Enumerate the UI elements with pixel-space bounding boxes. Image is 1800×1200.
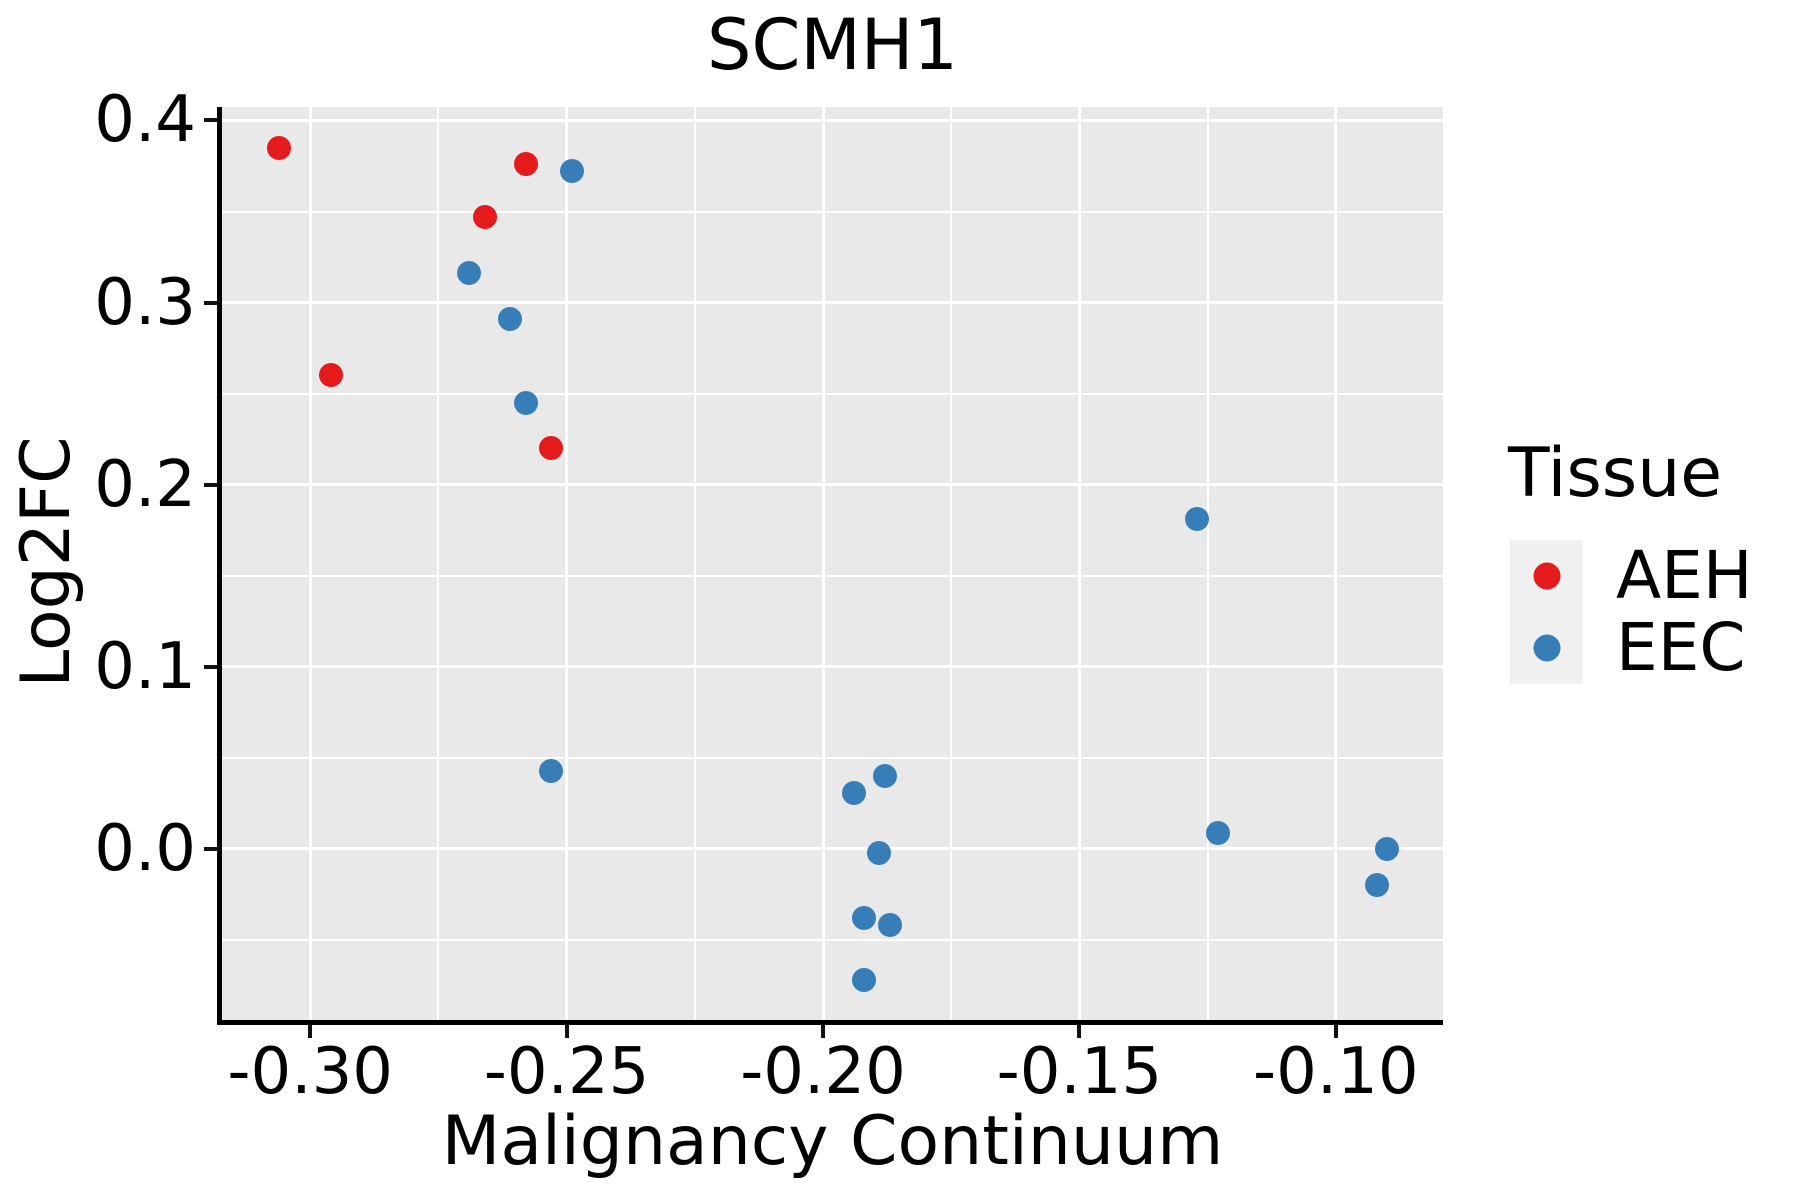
y-axis-tick (204, 846, 217, 851)
x-axis-tick (821, 1025, 825, 1038)
data-point-eec (539, 758, 564, 783)
y-axis-tick (204, 118, 217, 123)
x-tick-label: -0.20 (740, 1035, 906, 1109)
gridline-y-major (222, 301, 1443, 305)
data-point-eec (1185, 507, 1210, 532)
gridline-y-major (222, 118, 1443, 122)
data-point-eec (867, 840, 892, 865)
plot-title: SCMH1 (707, 4, 958, 86)
gridline-y-major (222, 665, 1443, 669)
legend-title: Tissue (1508, 434, 1723, 513)
x-tick-label: -0.10 (1253, 1035, 1419, 1109)
gridline-y-major (222, 847, 1443, 851)
data-point-eec (1364, 873, 1389, 898)
data-point-aeh (267, 135, 292, 160)
gridline-x-major (1334, 107, 1338, 1020)
data-point-eec (852, 968, 877, 993)
y-tick-label: 0.2 (94, 447, 196, 522)
y-axis-tick (204, 300, 217, 305)
data-point-aeh (472, 205, 497, 229)
data-point-aeh (539, 436, 564, 461)
gridline-y-major (222, 483, 1443, 487)
y-axis-title: Log2FC (7, 436, 86, 688)
legend-dot-eec (1533, 634, 1560, 662)
gridline-x-minor (693, 107, 696, 1020)
x-tick-label: -0.15 (996, 1035, 1163, 1109)
gridline-x-major (308, 107, 312, 1020)
gridline-y-minor (222, 392, 1443, 395)
plot-panel (217, 107, 1443, 1025)
data-point-eec (841, 780, 866, 805)
gridline-y-minor (222, 210, 1443, 213)
data-point-eec (457, 261, 482, 286)
data-point-aeh (513, 152, 538, 177)
gridline-x-minor (1206, 107, 1209, 1020)
data-point-eec (1375, 836, 1400, 861)
x-axis-tick (1077, 1025, 1082, 1038)
y-axis-tick (204, 482, 217, 487)
gridline-y-minor (222, 574, 1443, 577)
y-tick-label: 0.0 (94, 811, 196, 886)
legend-key-aeh (1510, 540, 1583, 612)
legend-key-eec (1510, 612, 1583, 684)
data-point-eec (498, 306, 523, 331)
data-point-eec (852, 906, 877, 931)
y-tick-label: 0.4 (94, 83, 196, 158)
data-point-eec (1205, 820, 1230, 845)
x-axis-tick (308, 1025, 313, 1038)
y-tick-label: 0.1 (94, 629, 196, 704)
x-axis-tick (564, 1025, 569, 1038)
y-axis-tick (204, 664, 217, 669)
legend-label-aeh: AEH (1616, 537, 1753, 614)
gridline-x-major (821, 107, 825, 1020)
legend-label-eec: EEC (1616, 609, 1746, 686)
x-axis-title: Malignancy Continuum (441, 1102, 1224, 1181)
data-point-eec (877, 913, 902, 938)
data-point-eec (872, 764, 897, 789)
legend-dot-aeh (1533, 562, 1560, 590)
gridline-x-major (1077, 107, 1081, 1020)
data-point-eec (513, 390, 538, 415)
gridline-x-minor (950, 107, 953, 1020)
x-axis-tick (1333, 1025, 1338, 1038)
gridline-y-minor (222, 939, 1443, 942)
x-tick-label: -0.25 (483, 1035, 650, 1109)
gridline-x-major (565, 107, 569, 1020)
gridline-x-minor (437, 107, 440, 1020)
data-point-eec (559, 159, 584, 184)
gridline-y-minor (222, 756, 1443, 759)
x-tick-label: -0.30 (227, 1035, 393, 1109)
data-point-aeh (318, 363, 343, 388)
y-tick-label: 0.3 (94, 265, 196, 340)
